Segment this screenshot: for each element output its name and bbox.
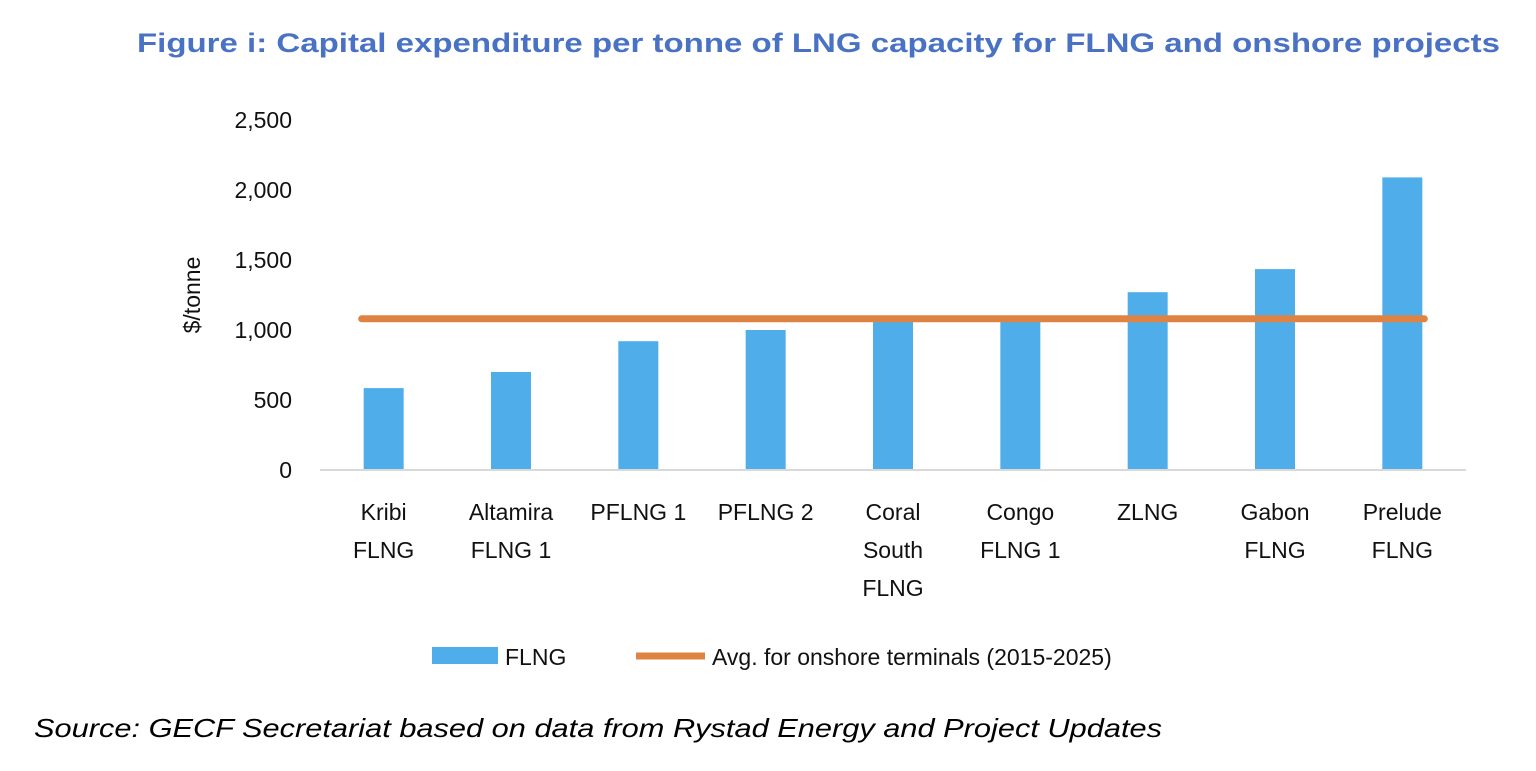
bars (363, 177, 1423, 470)
y-tick-label: 2,500 (234, 107, 292, 133)
y-tick-label: 1,000 (234, 317, 292, 343)
chart-title: Figure i: Capital expenditure per tonne … (137, 28, 1500, 58)
legend-swatch-flng (432, 647, 498, 664)
y-ticks: 0 500 1,000 1,500 2,000 2,500 (234, 107, 292, 483)
x-tick-label: Altamira FLNG 1 (469, 499, 554, 563)
source-note: Source: GECF Secretariat based on data f… (34, 713, 1162, 743)
bar (618, 341, 659, 470)
legend: FLNG Avg. for onshore terminals (2015-20… (432, 644, 1112, 670)
category-labels: Kribi FLNG Altamira FLNG 1 PFLNG 1 PFLNG 2 Cor… (353, 499, 1442, 601)
bar (1382, 177, 1423, 470)
x-tick-label-line: FLNG (1244, 537, 1305, 563)
x-tick-label-line: ZLNG (1117, 499, 1178, 525)
x-tick-label-line: South (863, 537, 923, 563)
y-tick-label: 1,500 (234, 247, 292, 273)
x-tick-label-line: FLNG (1372, 537, 1433, 563)
y-axis-label: $/tonne (179, 257, 205, 334)
x-tick-label-line: PFLNG 2 (718, 499, 814, 525)
x-tick-label-line: Gabon (1240, 499, 1309, 525)
x-tick-label: Coral South FLNG (862, 499, 923, 601)
bar (491, 372, 531, 470)
x-tick-label-line: FLNG 1 (471, 537, 552, 563)
x-tick-label-line: FLNG (862, 575, 923, 601)
y-tick-label: 500 (254, 387, 292, 413)
x-tick-label-line: Coral (866, 499, 921, 525)
bar (1000, 320, 1041, 470)
x-tick-label: Congo FLNG 1 (980, 499, 1061, 563)
x-tick-label: PFLNG 2 (718, 499, 814, 525)
legend-label-flng: FLNG (505, 644, 566, 670)
x-tick-label: Kribi FLNG (353, 499, 414, 563)
bar (745, 330, 786, 470)
x-tick-label-line: PFLNG 1 (590, 499, 686, 525)
x-tick-label: Prelude FLNG (1363, 499, 1442, 563)
x-tick-label-line: Prelude (1363, 499, 1442, 525)
x-tick-label-line: Altamira (469, 499, 554, 525)
x-tick-label: PFLNG 1 (590, 499, 686, 525)
y-tick-label: 0 (279, 457, 292, 483)
x-tick-label: ZLNG (1117, 499, 1178, 525)
bar (1255, 269, 1295, 470)
y-tick-label: 2,000 (234, 177, 292, 203)
legend-label-avg: Avg. for onshore terminals (2015-2025) (712, 644, 1112, 670)
bar (873, 320, 913, 470)
x-tick-label-line: FLNG 1 (980, 537, 1061, 563)
x-tick-label-line: FLNG (353, 537, 414, 563)
bar (363, 388, 404, 470)
x-tick-label-line: Congo (986, 499, 1054, 525)
x-tick-label-line: Kribi (361, 499, 407, 525)
x-tick-label: Gabon FLNG (1240, 499, 1309, 563)
